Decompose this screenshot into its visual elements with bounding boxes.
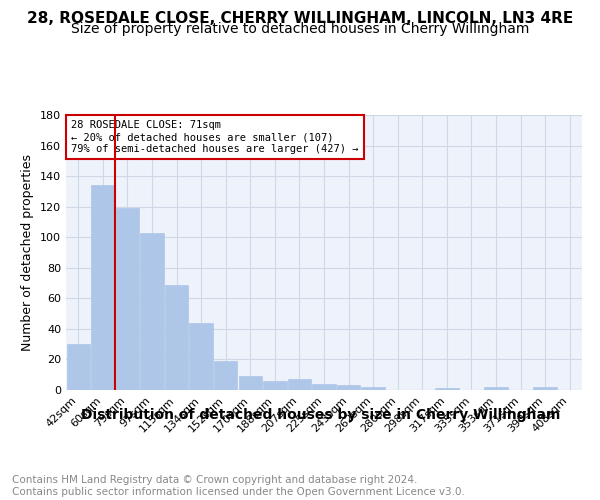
Bar [190,323,213,390]
Bar [361,387,385,390]
Bar [435,388,458,390]
Y-axis label: Number of detached properties: Number of detached properties [22,154,34,351]
Bar [239,376,262,390]
Bar [533,387,557,390]
Bar [288,380,311,390]
Text: Size of property relative to detached houses in Cherry Willingham: Size of property relative to detached ho… [71,22,529,36]
Bar [214,361,238,390]
Bar [67,344,90,390]
Bar [263,381,287,390]
Text: Contains HM Land Registry data © Crown copyright and database right 2024.
Contai: Contains HM Land Registry data © Crown c… [12,475,465,496]
Bar [337,386,360,390]
Bar [91,186,115,390]
Text: 28 ROSEDALE CLOSE: 71sqm
← 20% of detached houses are smaller (107)
79% of semi-: 28 ROSEDALE CLOSE: 71sqm ← 20% of detach… [71,120,359,154]
Text: Distribution of detached houses by size in Cherry Willingham: Distribution of detached houses by size … [82,408,560,422]
Bar [116,208,139,390]
Text: 28, ROSEDALE CLOSE, CHERRY WILLINGHAM, LINCOLN, LN3 4RE: 28, ROSEDALE CLOSE, CHERRY WILLINGHAM, L… [27,11,573,26]
Bar [313,384,335,390]
Bar [484,387,508,390]
Bar [165,284,188,390]
Bar [140,232,164,390]
